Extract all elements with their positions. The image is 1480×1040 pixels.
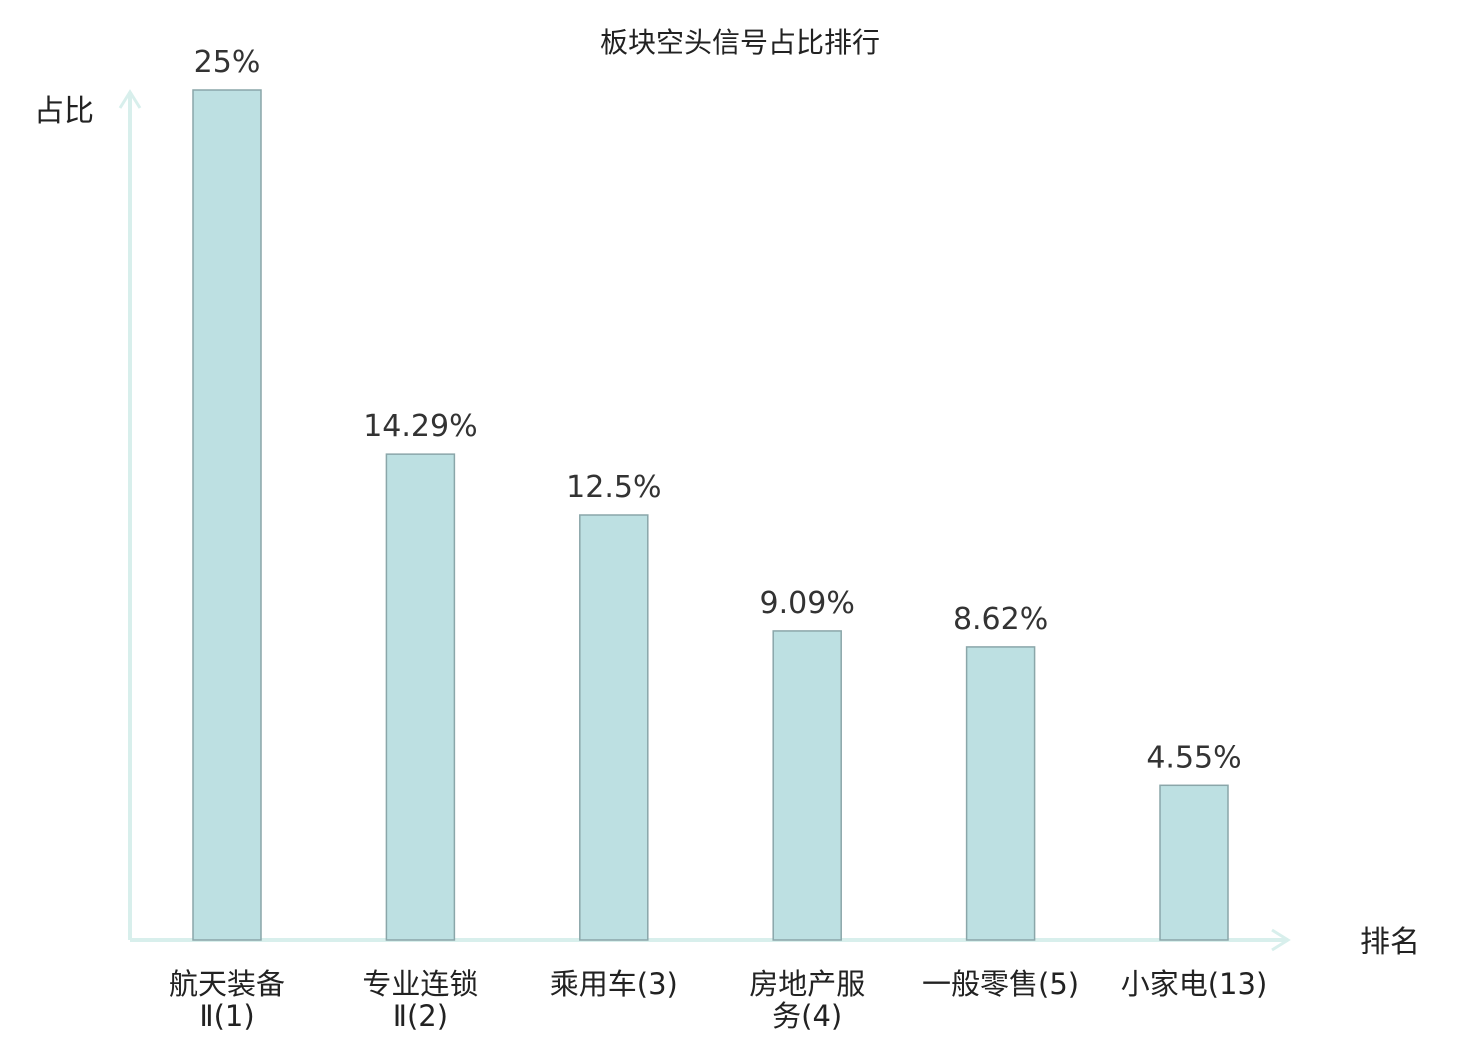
x-axis-arrow [1271,928,1291,952]
x-tick-label-line: 专业连锁 [362,967,478,1001]
bar [579,514,649,941]
y-axis-label: 占比 [34,94,94,129]
x-tick-label: 小家电(13) [1121,967,1268,1001]
chart-title: 板块空头信号占比排行 [600,26,880,59]
x-tick-label-line: 一般零售(5) [922,967,1079,1001]
x-tick-label: 专业连锁 Ⅱ(2) [362,967,478,1033]
x-tick-label-line: Ⅱ(2) [393,999,448,1033]
bar [192,89,262,941]
value-label: 25% [194,45,261,80]
x-tick-label-line: 航天装备 [169,967,285,1001]
x-tick-label: 乘用车(3) [550,967,678,1001]
bar [1159,784,1229,941]
axes [118,89,1291,952]
value-label: 12.5% [566,470,661,505]
value-label: 9.09% [760,586,855,621]
x-tick-label: 航天装备 Ⅱ(1) [169,967,285,1033]
y-axis-arrow [118,89,142,109]
category-labels-group: 航天装备 Ⅱ(1) 专业连锁 Ⅱ(2) 乘用车(3) 房地产服务(4) 一般零售(5) 小家电… [169,967,1267,1033]
bar [965,646,1036,941]
value-labels-group: 25% 14.29% 12.5% 9.09% 8.62% 4.55% [194,45,1242,775]
x-tick-label-line: 小家电(13) [1121,967,1268,1001]
x-tick-label-line: 务(4) [772,999,842,1033]
value-label: 14.29% [363,409,477,444]
x-tick-label: 一般零售(5) [922,967,1079,1001]
bar [385,453,456,941]
value-label: 8.62% [953,602,1048,637]
bar [772,630,842,941]
value-label: 4.55% [1146,740,1241,775]
x-tick-label: 房地产服务(4) [749,967,865,1033]
x-tick-label-line: Ⅱ(1) [199,999,254,1033]
bars-group [192,89,1229,941]
x-tick-label-line: 乘用车(3) [550,967,678,1001]
x-axis-label: 排名 [1360,925,1420,960]
x-tick-label-line: 房地产服 [749,967,865,1001]
